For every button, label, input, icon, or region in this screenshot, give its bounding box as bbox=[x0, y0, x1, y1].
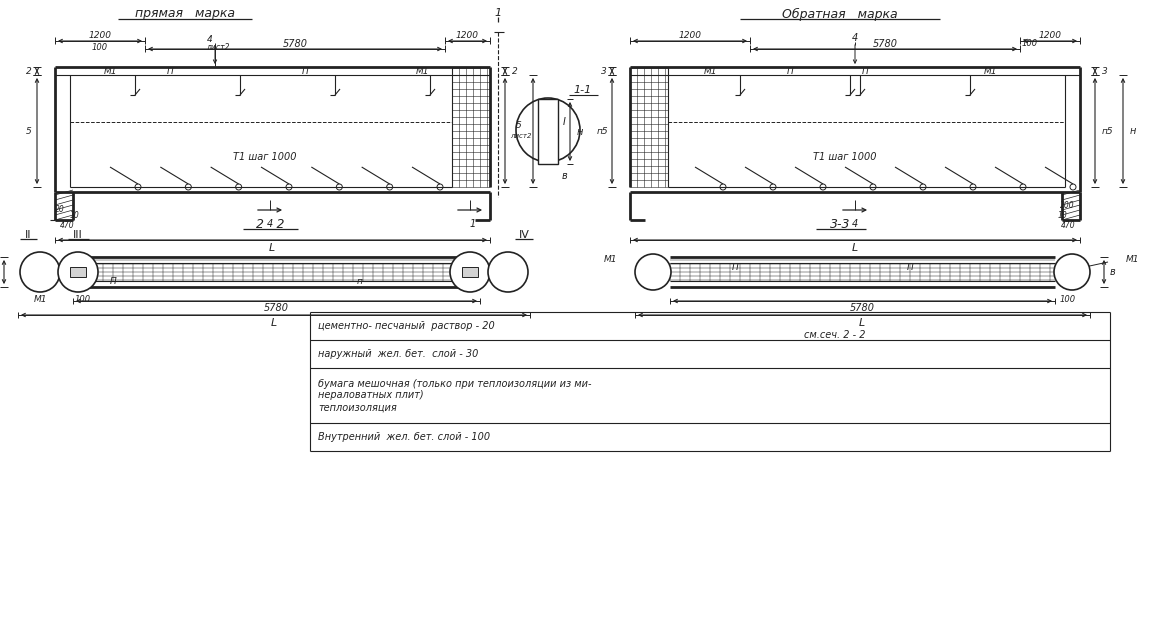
Text: П: П bbox=[862, 67, 869, 75]
Text: 3: 3 bbox=[601, 67, 606, 75]
Text: М1: М1 bbox=[416, 67, 429, 75]
Circle shape bbox=[489, 252, 528, 292]
Text: 1-1: 1-1 bbox=[574, 85, 593, 95]
Text: 4: 4 bbox=[207, 35, 213, 45]
Circle shape bbox=[20, 252, 60, 292]
Text: 200: 200 bbox=[1060, 202, 1075, 210]
Text: 1: 1 bbox=[470, 219, 476, 229]
Text: 4: 4 bbox=[852, 33, 858, 43]
Text: см.сеч. 2 - 2: см.сеч. 2 - 2 bbox=[804, 330, 866, 340]
Text: Обратная   марка: Обратная марка bbox=[782, 7, 897, 21]
Text: п5: п5 bbox=[596, 126, 608, 136]
Text: III: III bbox=[73, 230, 83, 240]
Text: М1: М1 bbox=[703, 67, 717, 75]
Text: М1: М1 bbox=[1126, 256, 1140, 264]
Circle shape bbox=[450, 252, 490, 292]
Text: цементно- песчаный  раствор - 20: цементно- песчаный раствор - 20 bbox=[318, 321, 494, 331]
Text: 470: 470 bbox=[60, 221, 75, 231]
Text: 20: 20 bbox=[55, 205, 65, 215]
Text: Т1 шаг 1000: Т1 шаг 1000 bbox=[233, 152, 297, 162]
Circle shape bbox=[516, 98, 580, 162]
Circle shape bbox=[635, 254, 671, 290]
Text: н: н bbox=[576, 127, 583, 137]
Text: в: в bbox=[1109, 267, 1115, 277]
Text: П: П bbox=[907, 262, 914, 271]
Text: Внутренний  жел. бет. слой - 100: Внутренний жел. бет. слой - 100 bbox=[318, 432, 490, 442]
Text: 10: 10 bbox=[70, 211, 80, 221]
Text: М1: М1 bbox=[604, 256, 617, 264]
Text: 4: 4 bbox=[852, 219, 858, 229]
Text: L: L bbox=[852, 243, 858, 253]
Text: 100: 100 bbox=[75, 294, 91, 304]
Text: 5780: 5780 bbox=[263, 303, 289, 313]
Text: наружный  жел. бет.  слой - 30: наружный жел. бет. слой - 30 bbox=[318, 349, 478, 359]
Text: 3: 3 bbox=[1102, 67, 1108, 75]
Text: 100: 100 bbox=[92, 42, 109, 52]
Text: 4: 4 bbox=[267, 219, 273, 229]
Text: 5780: 5780 bbox=[849, 303, 874, 313]
Text: 5780: 5780 bbox=[283, 39, 307, 49]
Text: лист2: лист2 bbox=[511, 133, 531, 139]
Text: L: L bbox=[271, 318, 277, 328]
Text: прямая   марка: прямая марка bbox=[135, 7, 234, 21]
Circle shape bbox=[1055, 254, 1090, 290]
Text: 2: 2 bbox=[512, 67, 517, 75]
Text: IV: IV bbox=[519, 230, 529, 240]
Text: 3-3: 3-3 bbox=[829, 218, 850, 231]
Text: 5780: 5780 bbox=[872, 39, 897, 49]
Text: М1: М1 bbox=[103, 67, 117, 75]
Text: в: в bbox=[562, 171, 568, 181]
Text: L: L bbox=[859, 318, 865, 328]
Bar bbox=[538, 99, 558, 164]
Text: П: П bbox=[166, 67, 173, 75]
Text: н: н bbox=[539, 126, 546, 136]
Bar bbox=[462, 267, 478, 277]
Text: П: П bbox=[301, 67, 308, 75]
Text: П: П bbox=[110, 277, 117, 287]
Text: 10: 10 bbox=[1057, 211, 1067, 221]
Text: II: II bbox=[24, 230, 31, 240]
Text: М1: М1 bbox=[501, 277, 515, 287]
Text: 5: 5 bbox=[516, 121, 522, 131]
Text: 470: 470 bbox=[1060, 221, 1075, 231]
Text: Т1 шаг 1000: Т1 шаг 1000 bbox=[813, 152, 877, 162]
Text: L: L bbox=[269, 243, 275, 253]
Text: н: н bbox=[1130, 126, 1137, 136]
Text: п5: п5 bbox=[1101, 126, 1112, 136]
Text: 1200: 1200 bbox=[455, 32, 478, 40]
Text: 1200: 1200 bbox=[678, 32, 701, 40]
Text: 1: 1 bbox=[494, 8, 501, 18]
Text: I: I bbox=[562, 117, 566, 127]
Text: 2: 2 bbox=[27, 67, 32, 75]
Circle shape bbox=[58, 252, 98, 292]
Text: 1200: 1200 bbox=[89, 32, 112, 40]
Text: 100: 100 bbox=[1022, 39, 1038, 47]
Text: М1: М1 bbox=[33, 295, 46, 305]
Text: лист2: лист2 bbox=[207, 42, 230, 52]
Text: п: п bbox=[357, 277, 363, 287]
Text: М1: М1 bbox=[983, 67, 997, 75]
Text: 5: 5 bbox=[27, 126, 32, 136]
Text: 2 - 2: 2 - 2 bbox=[255, 218, 284, 231]
Text: 100: 100 bbox=[1060, 294, 1076, 304]
Text: бумага мешочная (только при теплоизоляции из ми-
нераловатных плит)
теплоизоляци: бумага мешочная (только при теплоизоляци… bbox=[318, 379, 591, 412]
Text: П: П bbox=[731, 262, 738, 271]
Text: П: П bbox=[787, 67, 793, 75]
Bar bbox=[70, 267, 85, 277]
Text: 1200: 1200 bbox=[1038, 32, 1061, 40]
